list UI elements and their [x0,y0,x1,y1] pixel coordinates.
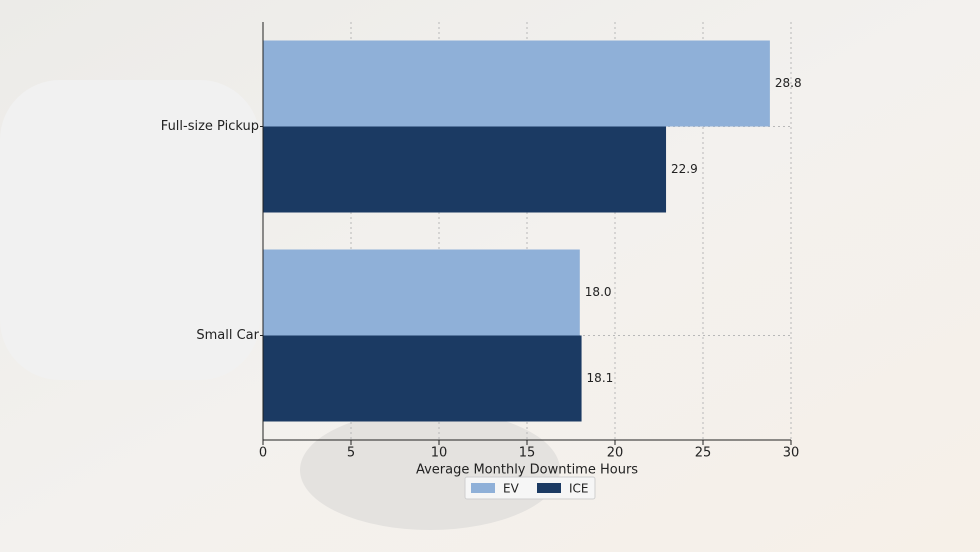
x-tick-label: 15 [519,446,536,461]
legend-box [464,476,596,500]
x-tick-label: 10 [431,446,448,461]
y-tick-label: Small Car [196,328,259,343]
data-label: 22.9 [671,162,698,176]
x-tick-label: 25 [695,446,712,461]
x-tick-label: 20 [607,446,624,461]
background-car [0,80,260,380]
x-axis-label: Average Monthly Downtime Hours [416,463,638,478]
x-tick-label: 0 [259,446,267,461]
plot-area: 0 5 10 15 20 25 30 Full-size Pickup 28.8 22.9 Smal… [161,22,802,500]
x-tick-label: 5 [347,446,355,461]
bar [263,335,582,422]
data-label: 18.0 [585,285,612,299]
bar [263,126,667,213]
legend-label: ICE [569,482,589,496]
legend-swatch [537,483,561,493]
data-label: 28.8 [775,76,802,90]
data-label: 18.1 [587,371,614,385]
bar [263,249,580,336]
x-tick-label: 30 [783,446,800,461]
y-tick-label: Full-size Pickup [161,119,259,134]
legend-swatch [471,483,495,493]
legend-label: EV [503,482,520,496]
bar [263,40,770,127]
